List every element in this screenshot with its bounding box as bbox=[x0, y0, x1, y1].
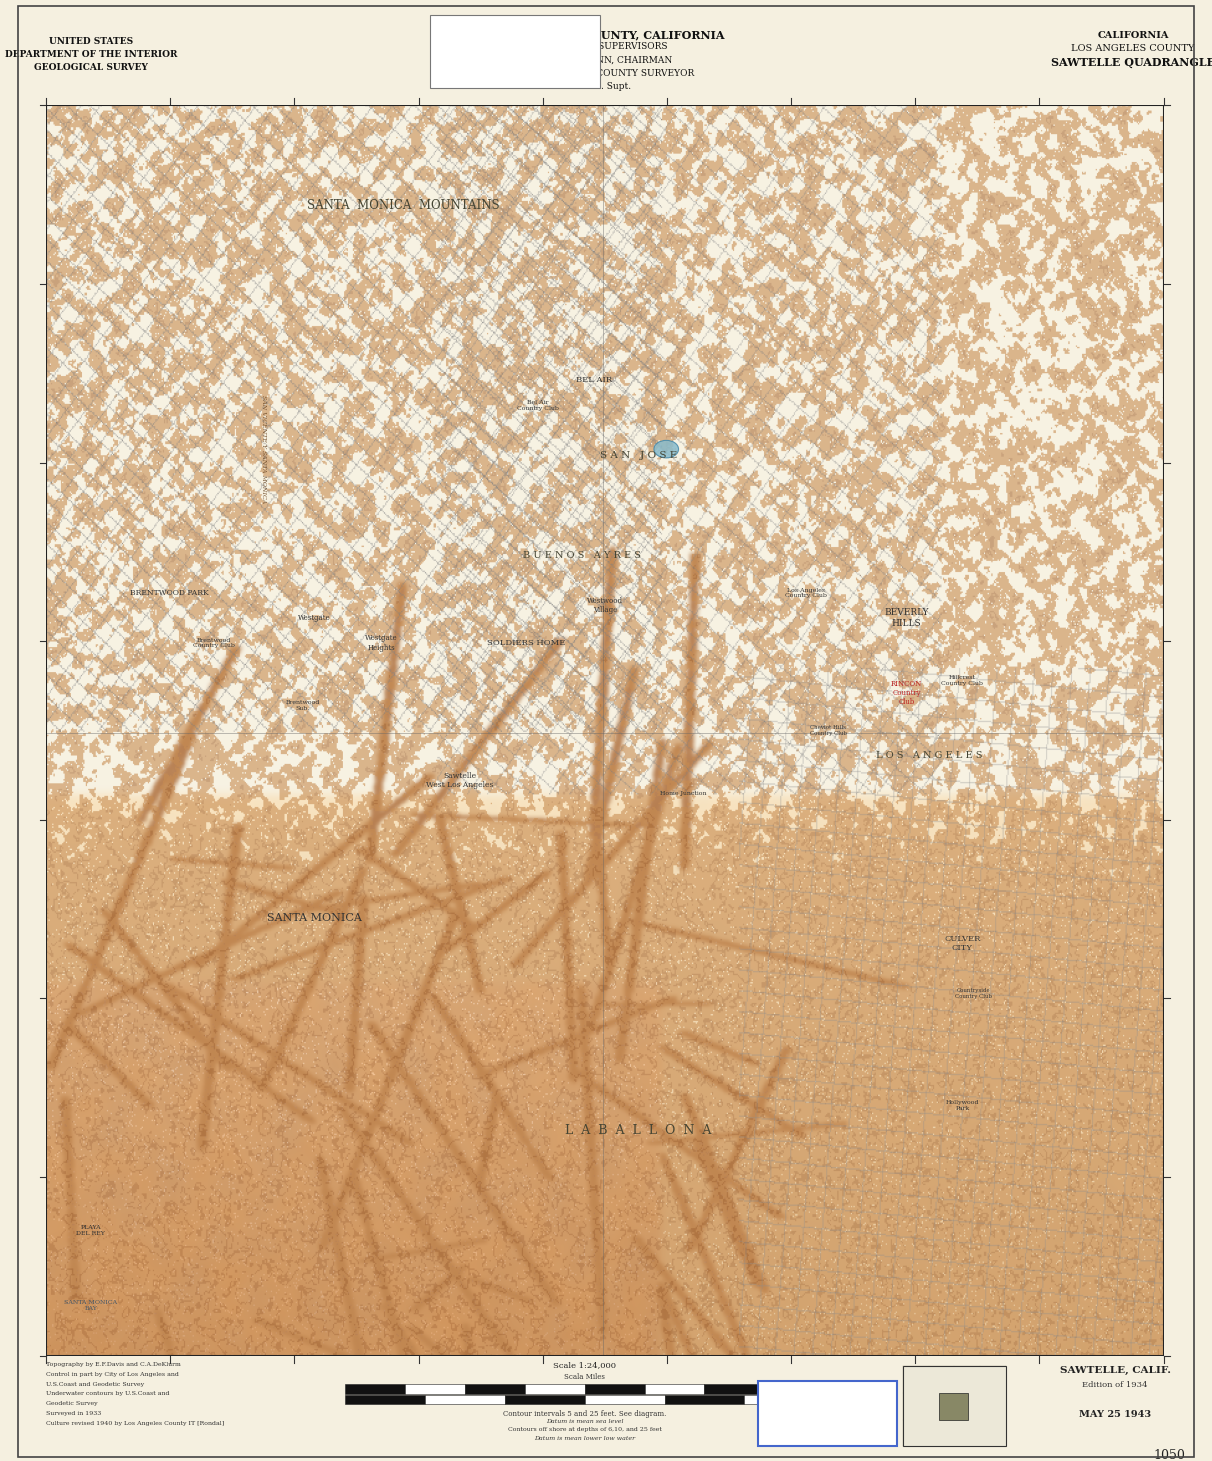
Text: LOS ANGELES COUNTY: LOS ANGELES COUNTY bbox=[1071, 44, 1195, 53]
Bar bbox=[505, 1395, 584, 1404]
Text: Brentwood
Country Club: Brentwood Country Club bbox=[193, 637, 235, 649]
Text: Com. Supt.: Com. Supt. bbox=[581, 82, 631, 91]
Text: Contours off shore at depths of 6,10, and 25 feet: Contours off shore at depths of 6,10, an… bbox=[508, 1427, 662, 1432]
Text: L  A  B  A  L  L  O  N  A: L A B A L L O N A bbox=[565, 1124, 711, 1137]
Text: SANTA  MONICA  MOUNTAINS: SANTA MONICA MOUNTAINS bbox=[308, 199, 501, 212]
Text: Topographic Division: Topographic Division bbox=[778, 1426, 876, 1435]
Text: Brentwood
Sub.: Brentwood Sub. bbox=[286, 700, 320, 712]
Text: Datum is mean lower low water: Datum is mean lower low water bbox=[534, 1436, 635, 1441]
Text: L O S   A N G E L E S: L O S A N G E L E S bbox=[875, 751, 982, 760]
Text: Culture revised 1940 by Los Angeles County IT [Rondal]: Culture revised 1940 by Los Angeles Coun… bbox=[46, 1422, 224, 1426]
Bar bbox=[465, 1384, 525, 1394]
Text: CALIFORNIA: CALIFORNIA bbox=[1098, 31, 1168, 39]
Text: Westgate: Westgate bbox=[298, 614, 331, 622]
Text: DEPARTMENT OF THE INTERIOR: DEPARTMENT OF THE INTERIOR bbox=[5, 50, 177, 58]
Text: Cheviot Hills
Country Club: Cheviot Hills Country Club bbox=[810, 725, 847, 736]
Text: Westwood
Village: Westwood Village bbox=[587, 598, 623, 614]
Text: LOS ANGELES COUNTY, CALIFORNIA: LOS ANGELES COUNTY, CALIFORNIA bbox=[487, 29, 725, 41]
Text: 1050: 1050 bbox=[1154, 1449, 1185, 1461]
Bar bbox=[765, 1384, 824, 1394]
Bar bbox=[585, 1384, 645, 1394]
Text: BRENTWOOD PARK: BRENTWOOD PARK bbox=[130, 589, 208, 598]
Text: RINCON
Country
Club: RINCON Country Club bbox=[891, 679, 922, 706]
Text: Hollywood
Park: Hollywood Park bbox=[945, 1100, 979, 1110]
Text: Datum is mean sea level: Datum is mean sea level bbox=[547, 1419, 623, 1423]
Bar bbox=[425, 1395, 505, 1404]
Text: FILE COPY: FILE COPY bbox=[487, 20, 543, 31]
Bar bbox=[345, 1384, 405, 1394]
Text: Topography by E.F.Davis and C.A.DeKlurm: Topography by E.F.Davis and C.A.DeKlurm bbox=[46, 1362, 181, 1366]
Text: SAWTELLE, CALIF.: SAWTELLE, CALIF. bbox=[1059, 1366, 1171, 1375]
Text: Countryside
Country Club: Countryside Country Club bbox=[955, 988, 993, 998]
Text: SANTA MONICA
BAY: SANTA MONICA BAY bbox=[64, 1300, 118, 1311]
Text: J.E. ROCHFORD, COUNTY SURVEYOR: J.E. ROCHFORD, COUNTY SURVEYOR bbox=[516, 69, 696, 77]
Bar bbox=[525, 1384, 584, 1394]
Text: Scale 1:24,000: Scale 1:24,000 bbox=[554, 1362, 616, 1369]
Bar bbox=[939, 1394, 968, 1420]
Bar bbox=[758, 1381, 897, 1446]
Bar bbox=[584, 1395, 664, 1404]
Text: MAY 25 1943: MAY 25 1943 bbox=[1079, 1410, 1151, 1419]
Bar bbox=[430, 15, 600, 88]
Text: Scala Miles: Scala Miles bbox=[565, 1373, 605, 1381]
Text: USGS: USGS bbox=[810, 1388, 845, 1398]
Text: Los Angeles
Country Club: Los Angeles Country Club bbox=[785, 587, 827, 599]
Bar bbox=[345, 1395, 425, 1404]
Text: CULVER
CITY: CULVER CITY bbox=[944, 935, 981, 951]
Text: Sawtelle
West Los Angeles: Sawtelle West Los Angeles bbox=[425, 771, 493, 789]
Text: BEL AIR: BEL AIR bbox=[576, 377, 612, 384]
Text: SAWTELLE QUADRANGLE: SAWTELLE QUADRANGLE bbox=[1051, 57, 1212, 69]
Bar bbox=[645, 1384, 704, 1394]
Bar bbox=[903, 1366, 1006, 1446]
Text: Contour intervals 5 and 25 feet. See diagram.: Contour intervals 5 and 25 feet. See dia… bbox=[503, 1410, 667, 1417]
Text: Geodetic Survey: Geodetic Survey bbox=[46, 1401, 98, 1407]
Text: Underwater contours by U.S.Coast and: Underwater contours by U.S.Coast and bbox=[46, 1391, 170, 1397]
Text: BEVERLY
HILLS: BEVERLY HILLS bbox=[885, 608, 928, 628]
Text: BOARD OF SUPERVISORS: BOARD OF SUPERVISORS bbox=[544, 42, 668, 51]
Text: SAN VICENTE Y SANTA MONICA: SAN VICENTE Y SANTA MONICA bbox=[262, 394, 267, 503]
Text: Historical File: Historical File bbox=[789, 1407, 865, 1417]
Text: Bel Air
Country Club: Bel Air Country Club bbox=[516, 400, 559, 411]
Text: Surveyed in 1933: Surveyed in 1933 bbox=[46, 1411, 102, 1416]
Text: Hillcrest
Country Club: Hillcrest Country Club bbox=[942, 675, 983, 685]
Text: GEOLOGICAL SURVEY: GEOLOGICAL SURVEY bbox=[34, 63, 148, 72]
Bar bbox=[664, 1395, 744, 1404]
Text: Geological Survey Library: Geological Survey Library bbox=[465, 38, 565, 47]
Text: SOLDIERS HOME: SOLDIERS HOME bbox=[487, 638, 566, 647]
Text: PLAYA
DEL REY: PLAYA DEL REY bbox=[76, 1226, 105, 1236]
Bar bbox=[405, 1384, 465, 1394]
Text: Westgate
Heights: Westgate Heights bbox=[365, 634, 398, 652]
Text: UNITED STATES: UNITED STATES bbox=[48, 37, 133, 45]
Text: Home Junction: Home Junction bbox=[659, 790, 707, 796]
Bar bbox=[704, 1384, 765, 1394]
Text: B U E N O S   A Y R E S: B U E N O S A Y R E S bbox=[524, 551, 641, 560]
Text: S A N   J O S E: S A N J O S E bbox=[600, 451, 678, 460]
Text: U.S.Coast and Geodetic Survey: U.S.Coast and Geodetic Survey bbox=[46, 1382, 144, 1386]
Text: Edition of 1934: Edition of 1934 bbox=[1082, 1381, 1148, 1388]
Text: SANTA MONICA: SANTA MONICA bbox=[267, 913, 361, 923]
Text: Control in part by City of Los Angeles and: Control in part by City of Los Angeles a… bbox=[46, 1372, 179, 1376]
Text: JOHN J. QUINN, CHAIRMAN: JOHN J. QUINN, CHAIRMAN bbox=[539, 56, 673, 64]
Ellipse shape bbox=[654, 440, 679, 457]
Bar bbox=[744, 1395, 824, 1404]
